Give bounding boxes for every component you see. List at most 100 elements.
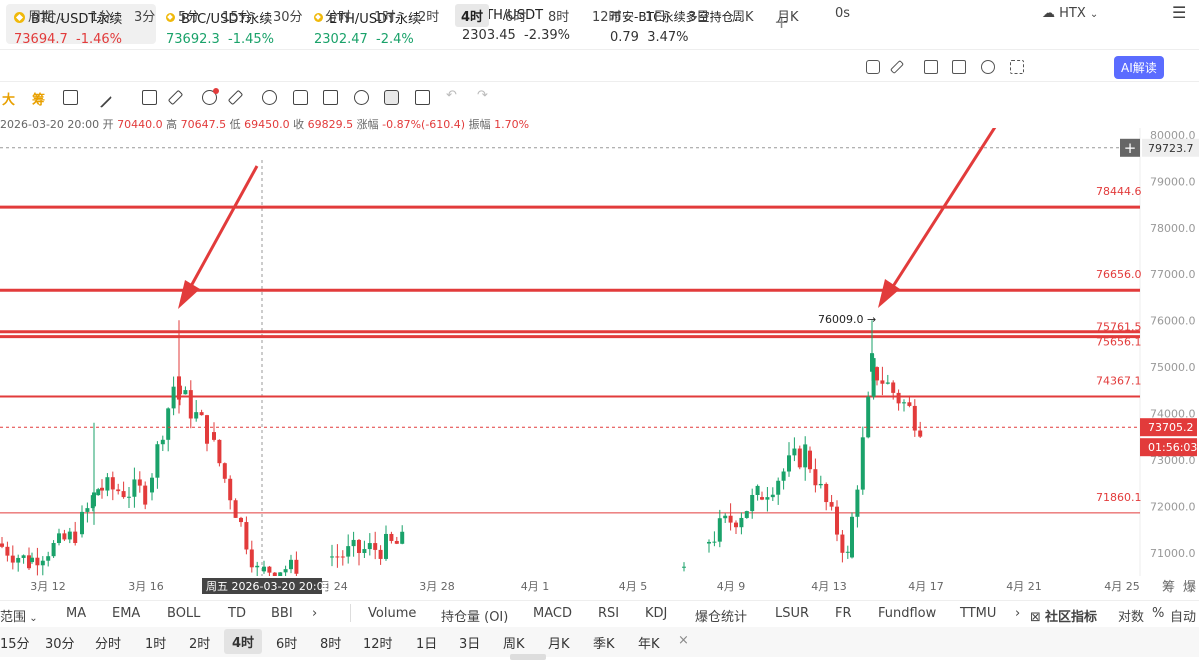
bottom-period-30m[interactable]: 30分 [45, 637, 75, 652]
indicator-fr[interactable]: FR [835, 606, 852, 621]
close-icon[interactable]: × [678, 633, 689, 648]
scroll-right-icon[interactable]: › [1015, 606, 1021, 621]
indicator-lsur[interactable]: LSUR [775, 606, 810, 621]
bottom-period-15m[interactable]: 15分 [0, 637, 30, 652]
sync-icon[interactable] [63, 90, 78, 105]
bottom-period-3d[interactable]: 3日 [459, 637, 481, 652]
fullscreen-icon[interactable] [1010, 60, 1024, 74]
trash-icon[interactable] [415, 90, 430, 105]
magnet-icon[interactable] [354, 90, 369, 105]
indicator-boll[interactable]: BOLL [167, 606, 201, 621]
bottom-period-monthly[interactable]: 月K [548, 637, 570, 652]
layout-icon[interactable] [952, 60, 966, 74]
period-12h[interactable]: 12时 [592, 10, 622, 25]
period-1h[interactable]: 1时 [374, 10, 396, 25]
bottom-period-6h[interactable]: 6时 [276, 637, 298, 652]
ai-analysis-button[interactable]: AI解读 [1114, 56, 1164, 79]
ticker-name: BTC/USDT永续 [31, 12, 123, 27]
candle-body [62, 533, 67, 540]
period-30m[interactable]: 30分 [273, 10, 303, 25]
bottom-period-weekly[interactable]: 周K [503, 637, 525, 652]
price-level-label: 78444.6 [1096, 185, 1142, 198]
period-6h[interactable]: 6时 [505, 10, 527, 25]
indicator-fundflow[interactable]: Fundflow [878, 606, 937, 621]
period-1m[interactable]: 1分 [90, 10, 112, 25]
exchange-selector[interactable]: ☁ HTX ⌄ [1042, 6, 1098, 21]
percent-scale-toggle[interactable]: % [1152, 606, 1165, 621]
community-indicators-button[interactable]: ⊠ 社区指标 [1030, 606, 1097, 625]
ticker-tab[interactable]: BTC/USDT永续 73694.7 -1.46% [6, 4, 156, 47]
chip-distribution-button[interactable]: 筹 [32, 93, 46, 108]
period-monthly[interactable]: 月K [777, 10, 799, 25]
undo-icon[interactable]: ↶ [446, 88, 457, 103]
camera-icon[interactable] [866, 60, 880, 74]
period-weekly[interactable]: 周K [732, 10, 754, 25]
indicator-bbi[interactable]: BBI [271, 606, 293, 621]
zoom-in-icon[interactable] [202, 90, 217, 105]
candle-body [728, 515, 733, 523]
x-tick-label: 4月 9 [717, 580, 746, 593]
candle-body [183, 390, 188, 395]
ticker-name: ETH/USDT永续 [329, 12, 422, 27]
period-2h[interactable]: 2时 [418, 10, 440, 25]
add-tab-button[interactable]: + [774, 12, 790, 33]
big-order-button[interactable]: 大 [2, 93, 16, 108]
countdown-box [1140, 438, 1197, 457]
log-scale-toggle[interactable]: 对数 [1118, 610, 1145, 625]
bottom-period-quarterly[interactable]: 季K [593, 637, 615, 652]
countdown-toggle[interactable]: 0s [835, 6, 851, 21]
redo-icon[interactable]: ↷ [477, 88, 488, 103]
candle-body [194, 412, 199, 419]
bottom-period-1d[interactable]: 1日 [416, 637, 438, 652]
bottom-period-4h[interactable]: 4时 [224, 629, 263, 654]
alert-list-icon[interactable] [323, 90, 338, 105]
gear-icon[interactable] [981, 60, 995, 74]
copy-icon[interactable] [142, 90, 157, 105]
period-timeshare[interactable]: 分时 [325, 10, 352, 25]
range-dropdown[interactable]: 范围 ⌄ [0, 606, 38, 625]
period-8h[interactable]: 8时 [548, 10, 570, 25]
ticker-tab[interactable]: ETH/USDT永续 2302.47 -2.4% [306, 4, 446, 47]
bottom-period-8h[interactable]: 8时 [320, 637, 342, 652]
candle-body [818, 483, 823, 486]
ticker-tab[interactable]: 币安-BTC永续多空持仓... 0.79 3.47% [602, 4, 762, 45]
period-5m[interactable]: 5分 [178, 10, 200, 25]
bottom-period-timeshare[interactable]: 分时 [95, 637, 122, 652]
period-4h[interactable]: 4时 [455, 4, 490, 27]
indicator-ttmu[interactable]: TTMU [960, 606, 997, 621]
candlestick-chart[interactable]: 80000.0 79000.0 78000.0 77000.0 76000.0 75000… [0, 128, 1199, 598]
ticker-tab[interactable]: ETH/USDT 2303.45 -2.39% [454, 4, 594, 44]
indicator-rsi[interactable]: RSI [598, 606, 620, 621]
bottom-period-1h[interactable]: 1时 [145, 637, 167, 652]
more-indicators-icon[interactable]: › [312, 606, 318, 621]
window-icon[interactable] [924, 60, 938, 74]
candle-body [255, 565, 260, 568]
candle-body [400, 531, 405, 544]
indicator-td[interactable]: TD [228, 606, 246, 621]
menu-icon[interactable]: ☰ [1172, 3, 1187, 22]
indicator-ema[interactable]: EMA [112, 606, 141, 621]
auto-scale-toggle[interactable]: 自动 [1170, 610, 1197, 625]
crosshair-add-button [1120, 138, 1140, 157]
period-3m[interactable]: 3分 [134, 10, 156, 25]
period-dropdown[interactable]: 周期 ⌄ [28, 6, 67, 25]
indicator-macd[interactable]: MACD [533, 606, 572, 621]
indicator-liquidation[interactable]: 爆仓统计 [695, 610, 748, 625]
bottom-period-yearly[interactable]: 年K [638, 637, 660, 652]
indicator-ma[interactable]: MA [66, 606, 87, 621]
ticker-tab[interactable]: BTC/USDT永续 73692.3 -1.45% [158, 4, 298, 47]
bottom-period-2h[interactable]: 2时 [189, 637, 211, 652]
period-1d[interactable]: 1日 [645, 10, 667, 25]
lock-icon[interactable] [293, 90, 308, 105]
candle-body [294, 559, 299, 574]
pattern-icon[interactable] [262, 90, 277, 105]
period-15m[interactable]: 15分 [222, 10, 252, 25]
period-3d[interactable]: 3日 [688, 10, 710, 25]
indicator-volume[interactable]: Volume [368, 606, 417, 621]
exchange-label: HTX [1059, 6, 1086, 21]
indicator-kdj[interactable]: KDJ [645, 606, 668, 621]
indicator-oi[interactable]: 持仓量 (OI) [441, 610, 509, 625]
bottom-period-12h[interactable]: 12时 [363, 637, 393, 652]
filter-icon[interactable] [384, 90, 399, 105]
resize-handle[interactable] [510, 654, 546, 660]
